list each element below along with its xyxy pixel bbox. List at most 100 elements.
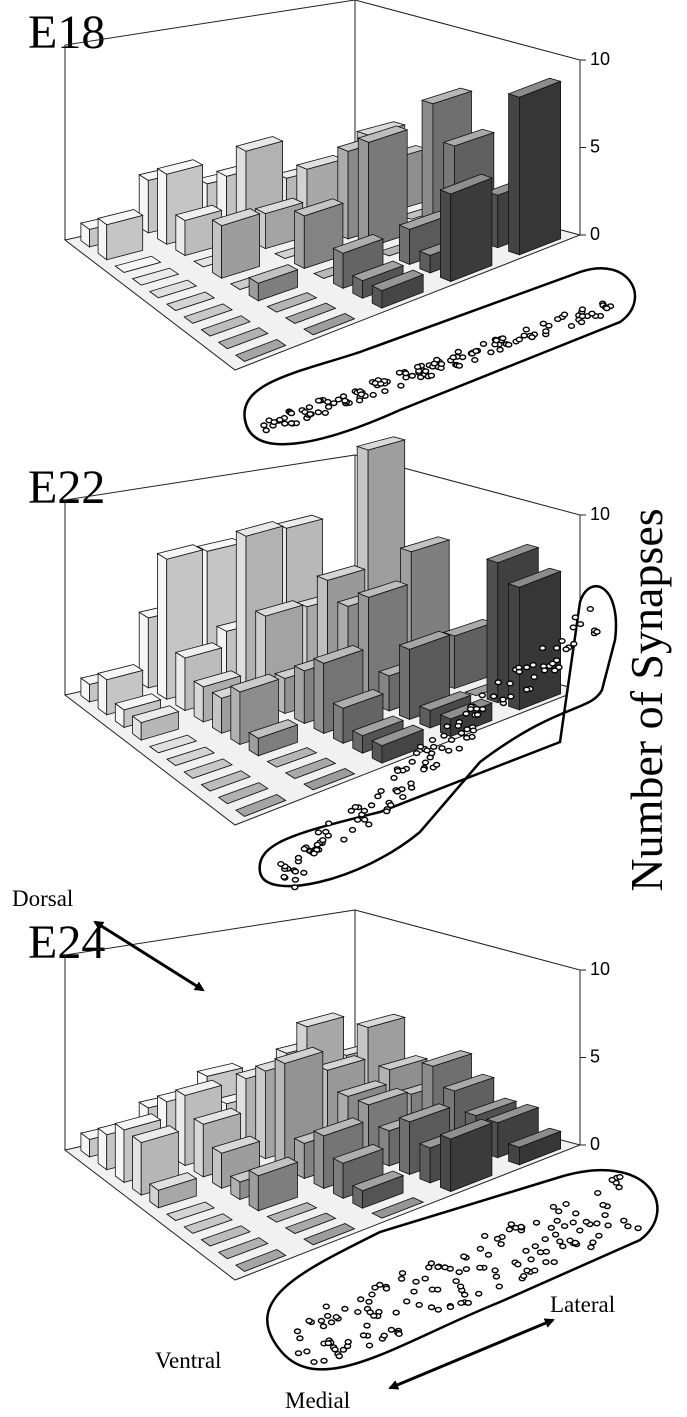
synapse-dot [463, 734, 471, 741]
synapse-dot [457, 730, 466, 737]
synapse-dot [359, 1332, 368, 1339]
synapse-dot [381, 388, 389, 395]
synapse-dot [582, 1218, 590, 1225]
synapse-dot [560, 311, 569, 318]
bar-side [212, 691, 223, 734]
synapse-dot [476, 1245, 485, 1252]
bar-side [97, 672, 108, 716]
bar-side [157, 552, 168, 700]
synapse-dot [496, 346, 504, 353]
synapse-dot [397, 1275, 406, 1282]
synapse-dot [402, 370, 410, 377]
synapse-dot [454, 722, 462, 729]
synapse-dot [593, 1220, 601, 1227]
left-wall [64, 0, 356, 240]
synapse-dot [505, 1226, 514, 1233]
bar-top [217, 782, 269, 805]
synapse-dot [523, 686, 531, 693]
synapse-dot [357, 391, 365, 398]
bar [166, 1201, 216, 1221]
bar-top [351, 715, 405, 737]
bar-top [332, 233, 385, 254]
panel-title: E24 [28, 916, 105, 969]
bar-top [148, 279, 198, 299]
bar-side [274, 1057, 286, 1170]
synapse-dot [365, 821, 373, 828]
bar-top [183, 1213, 233, 1234]
z-tick-label: 0 [590, 1134, 600, 1154]
synapse-dot [324, 398, 332, 405]
bar-top [418, 691, 472, 711]
synapse-dot [479, 340, 488, 347]
synapse-dot [556, 1238, 564, 1245]
synapse-dot [280, 873, 288, 880]
synapse-dot [427, 1304, 436, 1311]
bar-top [114, 255, 162, 273]
synapse-dot [604, 1222, 612, 1229]
synapse-dots [260, 300, 642, 1365]
synapse-dot [355, 397, 364, 404]
synapse-dot [369, 391, 377, 398]
synapse-dot [430, 743, 438, 750]
synapse-dot [528, 334, 536, 341]
annotation: Dorsal [12, 886, 73, 911]
bar [284, 302, 337, 324]
synapse-dot [473, 711, 482, 718]
bar-top [275, 514, 324, 529]
bar-top [284, 1212, 337, 1234]
synapse-dot [322, 1303, 330, 1310]
bar-side [193, 1117, 204, 1178]
bar-top [442, 128, 496, 147]
bar-top [235, 339, 287, 362]
bar-side [193, 680, 204, 723]
synapse-dot [291, 884, 299, 891]
bar-top [274, 1046, 324, 1064]
synapse-dot [330, 400, 338, 407]
synapse-dot [530, 674, 538, 681]
synapse-dot [542, 328, 550, 335]
bar-top [266, 1202, 318, 1223]
bar-side [97, 217, 108, 261]
synapse-dot [335, 1353, 343, 1360]
synapse-dot [270, 419, 278, 426]
synapse-dot [324, 1312, 332, 1319]
synapse-dot [577, 319, 586, 326]
bar-top [148, 1172, 198, 1191]
bar [371, 724, 425, 764]
synapse-dot [310, 850, 318, 857]
bar-side [439, 1134, 452, 1193]
bar-side [132, 1135, 142, 1196]
synapse-dot [344, 1338, 352, 1345]
synapse-dot [620, 1217, 628, 1224]
bar [507, 567, 562, 711]
synapse-dot [317, 1317, 326, 1324]
bar [200, 770, 251, 792]
synapse-dot [520, 1272, 528, 1279]
bar-top [211, 208, 261, 227]
synapse-dot [615, 1184, 623, 1191]
synapse-dot [527, 1256, 535, 1263]
bar-top [211, 1135, 261, 1154]
synapse-dot [492, 1273, 501, 1280]
bar-top [131, 267, 180, 286]
bar-top [485, 1103, 540, 1124]
bar-top [114, 1113, 162, 1131]
synapse-dot [490, 693, 498, 700]
bar-side [450, 177, 493, 283]
synapse-dot [559, 1243, 567, 1250]
synapse-dot [353, 816, 362, 823]
bar-side [421, 99, 434, 227]
bar [217, 782, 269, 805]
z-tick-label: 5 [590, 1046, 600, 1066]
annotation: Medial [285, 1388, 350, 1413]
bar-top [235, 1249, 287, 1272]
synapse-dot [434, 1286, 442, 1293]
synapse-dot [455, 745, 463, 752]
synapse-dot [576, 621, 585, 628]
synapse-dot [403, 1298, 411, 1305]
synapse-dot [589, 1239, 597, 1246]
bar-top [398, 1103, 451, 1123]
synapse-dot [515, 668, 523, 675]
bar-top [183, 758, 234, 779]
bar [183, 758, 234, 779]
